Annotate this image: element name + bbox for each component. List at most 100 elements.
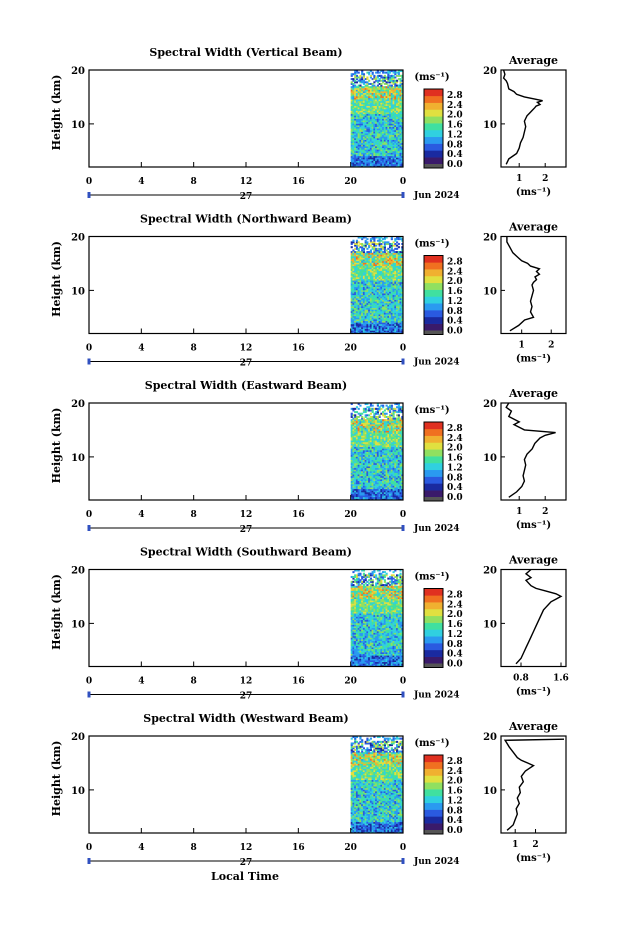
heatmap-cell	[355, 87, 359, 90]
heatmap-cell	[350, 257, 353, 260]
heatmap-cell	[371, 320, 374, 323]
heatmap-cell	[375, 436, 378, 439]
heatmap-cell	[399, 433, 402, 436]
heatmap-cell	[355, 76, 359, 79]
heatmap-cell	[355, 466, 359, 469]
heatmap-cell	[376, 268, 379, 271]
heatmap-cell	[373, 147, 376, 150]
heatmap-cell	[396, 260, 399, 263]
heatmap-cell	[375, 294, 378, 297]
heatmap-cell	[380, 92, 383, 95]
heatmap-cell	[373, 467, 376, 470]
heatmap-cell	[357, 435, 360, 438]
heatmap-cell	[364, 259, 367, 262]
heatmap-cell	[368, 289, 371, 292]
heatmap-cell	[371, 436, 374, 439]
heatmap-cell	[389, 331, 392, 334]
heatmap-cell	[394, 255, 397, 258]
heatmap-cell	[361, 454, 364, 457]
heatmap-cell	[357, 445, 360, 448]
heatmap-cell	[387, 427, 390, 430]
heatmap-cell	[376, 120, 379, 123]
heatmap-cell	[399, 86, 402, 89]
heatmap-cell	[394, 121, 397, 124]
heatmap-cell	[392, 108, 395, 111]
heatmap-cell	[359, 137, 362, 140]
heatmap-cell	[389, 270, 392, 273]
heatmap-cell	[392, 453, 395, 456]
heatmap-cell	[359, 270, 362, 273]
heatmap-cell	[357, 100, 360, 103]
heatmap-cell	[361, 457, 364, 460]
heatmap-cell	[389, 71, 392, 74]
heatmap-cell	[359, 456, 362, 459]
heatmap-cell	[371, 422, 374, 425]
heatmap-cell	[389, 121, 392, 124]
heatmap-cell	[350, 461, 353, 464]
heatmap-cell	[355, 462, 359, 465]
heatmap-cell	[368, 419, 371, 422]
heatmap-cell	[382, 306, 385, 309]
heatmap-cell	[357, 124, 360, 127]
heatmap-cell	[364, 312, 367, 315]
heatmap-cell	[375, 103, 378, 106]
heatmap-cell	[361, 443, 364, 446]
heatmap-cell	[364, 428, 367, 431]
heatmap-cell	[362, 249, 366, 252]
heatmap-cell	[389, 478, 392, 481]
heatmap-cell	[375, 301, 378, 304]
heatmap-cell	[357, 438, 360, 441]
heatmap-cell	[383, 487, 386, 490]
heatmap-cell	[361, 280, 364, 283]
heatmap-cell	[383, 310, 386, 313]
heatmap-cell	[385, 448, 388, 451]
heatmap-cell	[390, 327, 393, 330]
heatmap-cell	[357, 317, 360, 320]
heatmap-cell	[390, 477, 393, 480]
heatmap-cell	[383, 163, 386, 166]
heatmap-cell	[371, 301, 374, 304]
heatmap-cell	[396, 129, 399, 132]
heatmap-cell	[396, 462, 399, 465]
heatmap-cell	[375, 142, 378, 145]
heatmap-cell	[385, 259, 388, 262]
heatmap-cell	[389, 255, 392, 258]
heatmap-cell	[397, 95, 400, 98]
heatmap-cell	[389, 487, 392, 490]
heatmap-cell	[399, 309, 402, 312]
heatmap-cell	[364, 152, 367, 155]
heatmap-cell	[397, 281, 400, 284]
heatmap-cell	[366, 438, 369, 441]
heatmap-cell	[382, 480, 385, 483]
heatmap-cell	[389, 110, 392, 113]
heatmap-cell	[369, 491, 372, 494]
heatmap-cell	[394, 242, 397, 245]
heatmap-cell	[376, 270, 379, 273]
heatmap-cell	[359, 124, 362, 127]
heatmap-cell	[362, 293, 366, 296]
heatmap-cell	[371, 115, 374, 118]
heatmap-cell	[387, 110, 390, 113]
heatmap-cell	[401, 302, 404, 305]
heatmap-cell	[373, 283, 376, 286]
heatmap-cell	[399, 487, 402, 490]
heatmap-cell	[352, 454, 355, 457]
heatmap-cell	[383, 294, 386, 297]
heatmap-cell	[352, 432, 355, 435]
heatmap-cell	[394, 110, 397, 113]
heatmap-cell	[382, 121, 385, 124]
heatmap-cell	[389, 493, 392, 496]
heatmap-cell	[376, 441, 379, 444]
heatmap-cell	[355, 304, 359, 307]
heatmap-cell	[357, 255, 360, 258]
heatmap-cell	[357, 254, 360, 257]
heatmap-cell	[401, 257, 404, 260]
heatmap-cell	[369, 495, 372, 498]
heatmap-cell	[355, 144, 359, 147]
heatmap-cell	[355, 263, 359, 266]
heatmap-cell	[357, 469, 360, 472]
heatmap-cell	[361, 430, 364, 433]
heatmap-cell	[352, 443, 355, 446]
heatmap-cell	[390, 133, 393, 136]
heatmap-cell	[387, 74, 390, 77]
